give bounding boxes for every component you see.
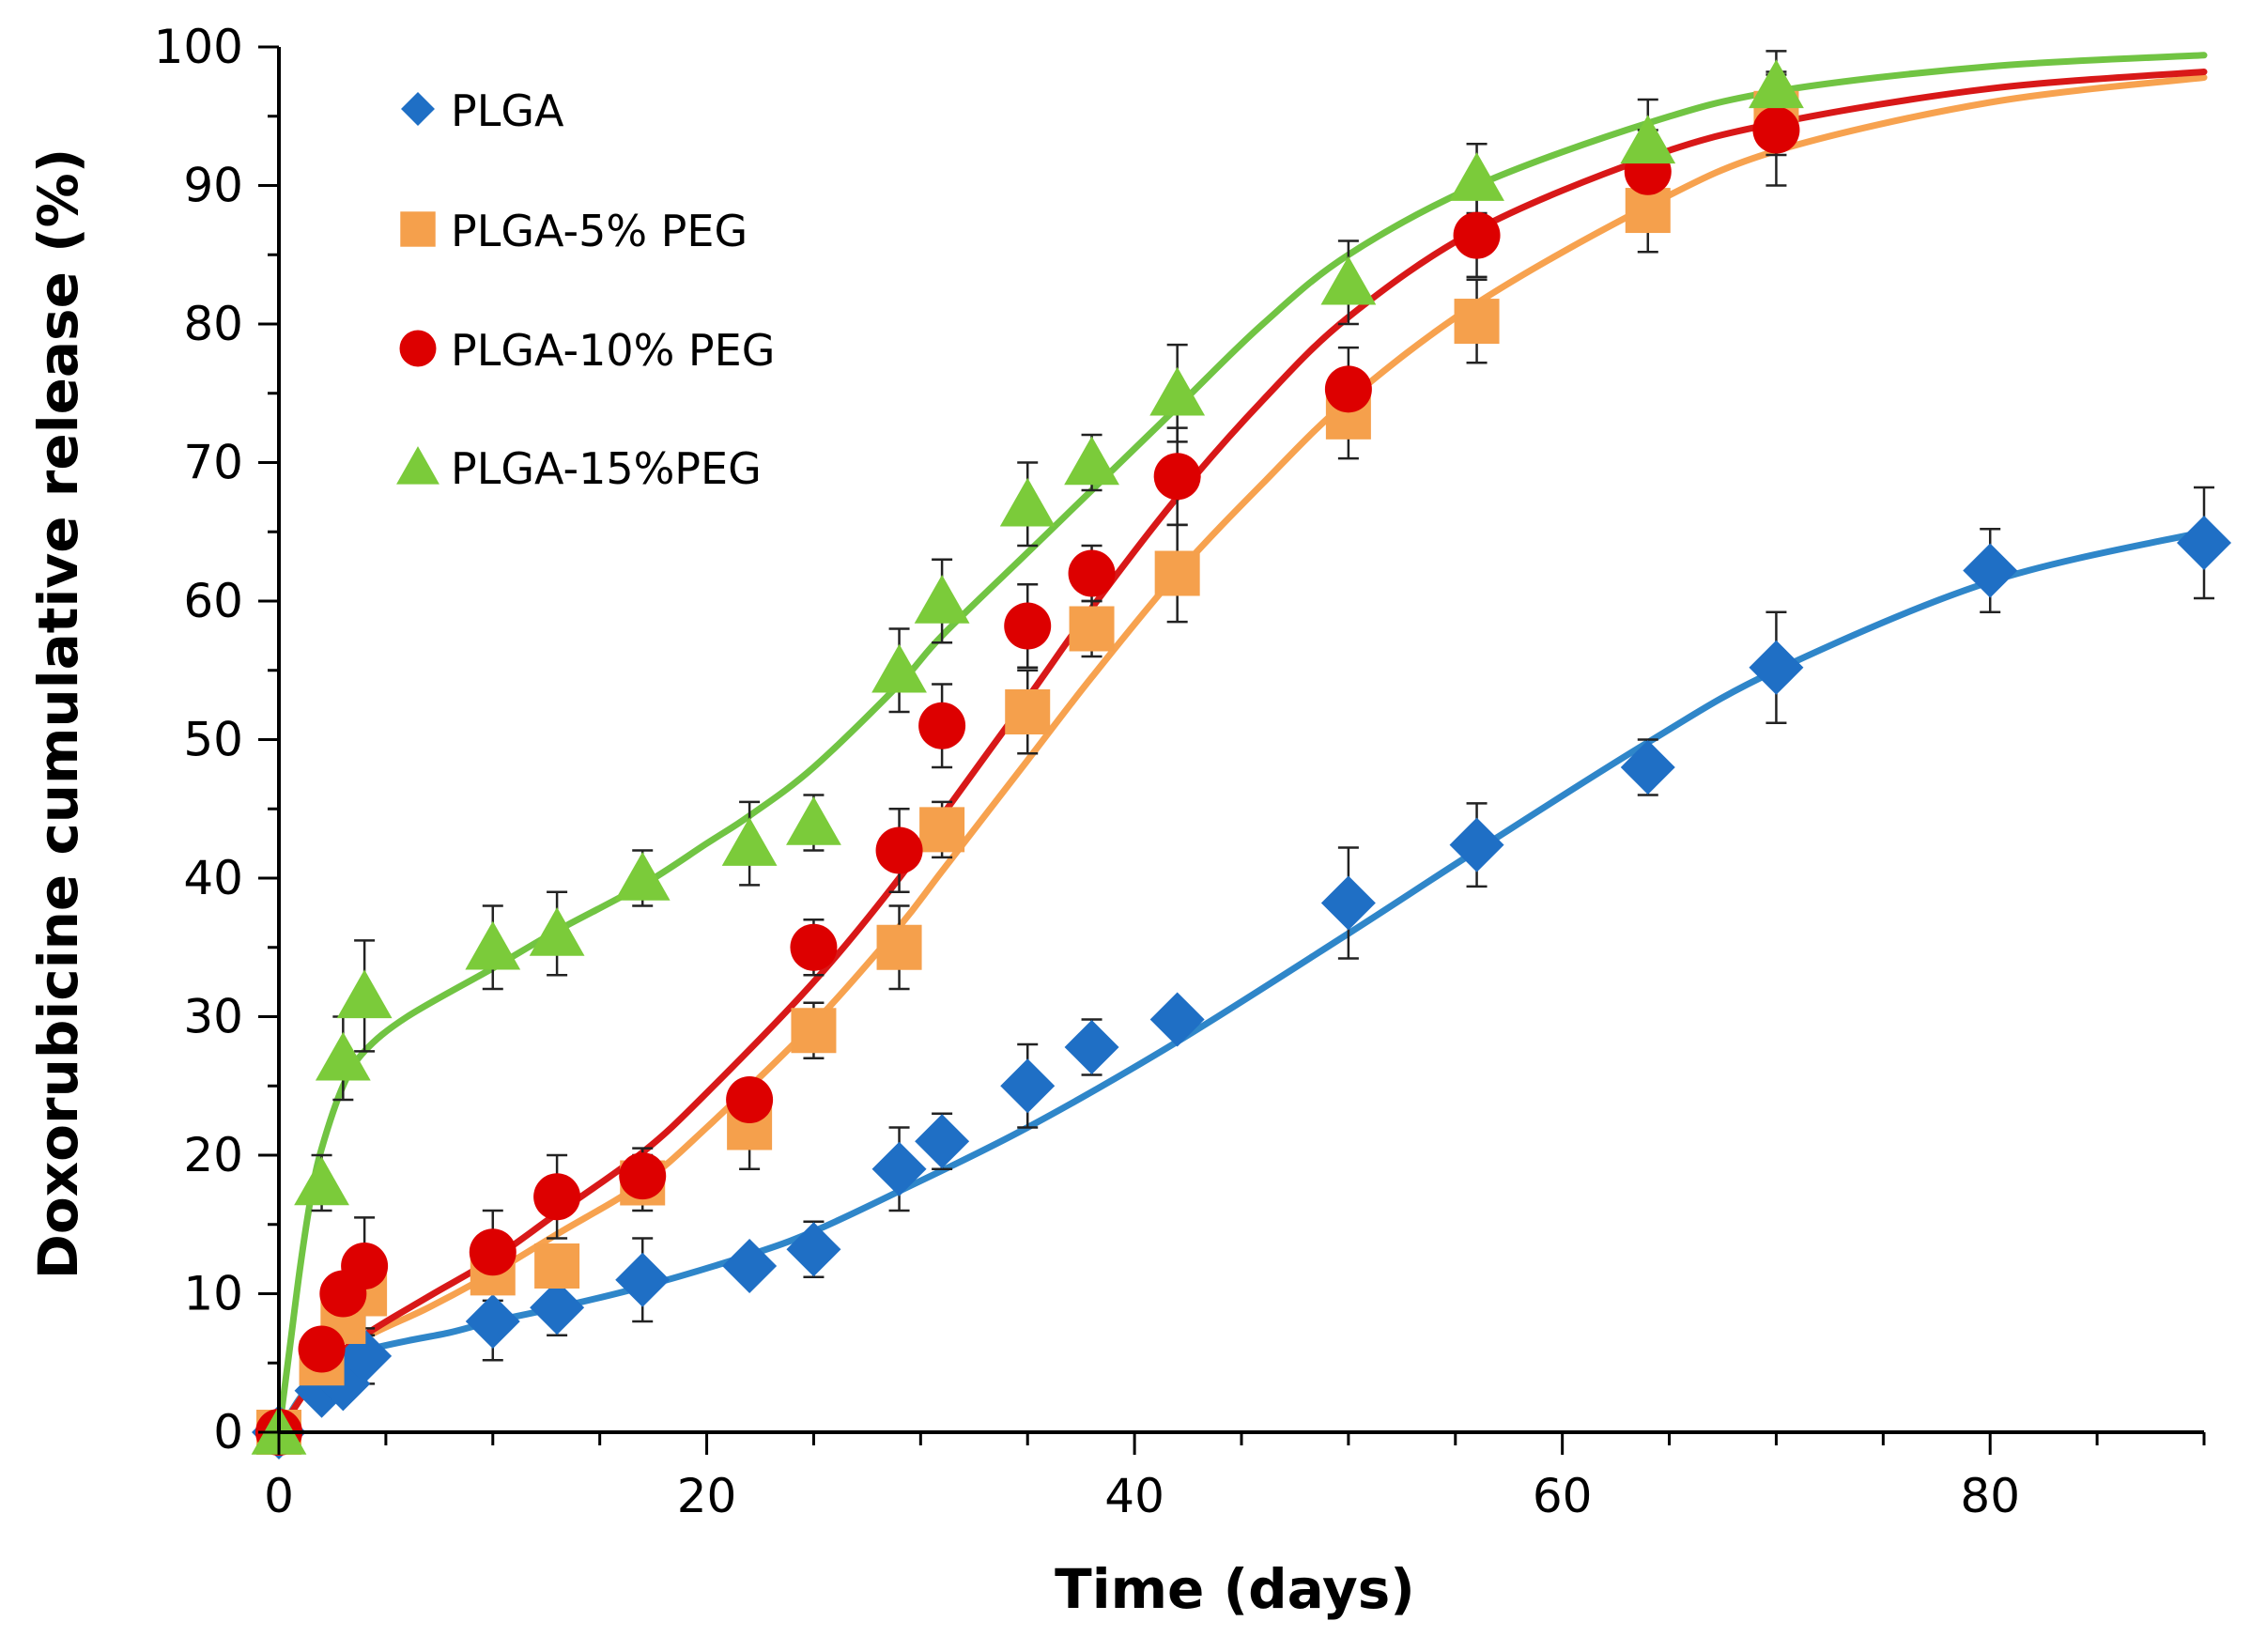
point-plga-10-peg [1068, 549, 1116, 597]
point-plga-15-peg [1749, 59, 1804, 109]
point-plga-10-peg [533, 1173, 581, 1221]
x-tick-label: 60 [1533, 1469, 1593, 1523]
point-plga [1000, 1058, 1056, 1114]
y-tick-label: 100 [154, 20, 243, 74]
point-plga [1320, 875, 1376, 931]
point-plga-10-peg [469, 1228, 516, 1276]
legend-label-plga: PLGA [451, 85, 564, 136]
point-plga-15-peg [1320, 255, 1377, 305]
point-plga-5-peg [876, 924, 922, 970]
point-plga-5-peg [1005, 689, 1051, 734]
point-plga-15-peg [721, 817, 778, 866]
point-plga-15-peg [1064, 436, 1119, 486]
point-plga-10-peg [619, 1152, 667, 1200]
legend-marker-plga-15-peg [396, 446, 439, 485]
y-axis-title: Doxorubicine cumulative release (%) [26, 148, 90, 1279]
point-plga-10-peg [790, 923, 838, 971]
point-plga-10-peg [875, 826, 923, 874]
point-plga-15-peg [786, 796, 841, 845]
point-plga-15-peg [999, 477, 1056, 527]
y-tick-label: 40 [183, 851, 243, 905]
point-plga [465, 1294, 520, 1349]
point-plga [615, 1252, 671, 1307]
data-points [251, 59, 2231, 1459]
point-plga-10-peg [1324, 365, 1372, 413]
point-plga [915, 1114, 970, 1169]
y-tick-label: 90 [183, 159, 243, 213]
point-plga-5-peg [1154, 550, 1200, 596]
y-tick-label: 0 [213, 1405, 243, 1459]
point-plga-10-peg [1004, 602, 1052, 650]
x-tick-label: 0 [264, 1469, 294, 1523]
point-plga-15-peg [1149, 366, 1206, 416]
point-plga [871, 1141, 927, 1197]
point-plga-15-peg [1449, 152, 1504, 201]
point-plga-10-peg [298, 1325, 346, 1373]
x-axis-title: Time (days) [1055, 1557, 1415, 1621]
y-tick-label: 70 [183, 436, 243, 490]
point-plga [1149, 992, 1205, 1047]
point-plga-5-peg [919, 807, 965, 853]
point-plga [1064, 1019, 1119, 1074]
point-plga-10-peg [1153, 453, 1201, 501]
point-plga-10-peg [1453, 211, 1501, 259]
point-plga-15-peg [529, 907, 585, 956]
point-plga-15-peg [871, 643, 927, 693]
point-plga-5-peg [1625, 188, 1671, 234]
legend-label-plga-10-peg: PLGA-10% PEG [451, 325, 775, 376]
point-plga-5-peg [534, 1243, 580, 1289]
y-tick-label: 30 [183, 990, 243, 1044]
point-plga [786, 1222, 841, 1277]
x-tick-label: 40 [1104, 1469, 1164, 1523]
legend-label-plga-5-peg: PLGA-5% PEG [451, 206, 748, 256]
point-plga-10-peg [1752, 106, 1800, 154]
legend: PLGA PLGA-5% PEG PLGA-10% PEG PLGA-15%PEG [396, 85, 775, 494]
point-plga-15-peg [614, 852, 671, 901]
point-plga-15-peg [914, 575, 970, 624]
x-tick-label: 80 [1960, 1469, 2020, 1523]
x-tick-label: 20 [677, 1469, 737, 1523]
y-tick-label: 80 [183, 297, 243, 351]
point-plga [1749, 640, 1804, 695]
point-plga-15-peg [1620, 115, 1676, 164]
point-plga [1449, 817, 1504, 872]
point-plga [1620, 740, 1675, 795]
point-plga-15-peg [315, 1031, 371, 1081]
legend-marker-plga-5-peg [400, 211, 436, 247]
point-plga [2177, 516, 2231, 571]
point-plga-10-peg [341, 1243, 389, 1289]
point-plga-15-peg [336, 969, 393, 1019]
legend-label-plga-15-peg: PLGA-15%PEG [451, 443, 762, 494]
point-plga [1963, 543, 2018, 598]
point-plga-10-peg [726, 1076, 774, 1123]
point-plga-5-peg [1454, 299, 1500, 345]
point-plga-10-peg [918, 702, 966, 749]
axes: 0 10 20 30 40 50 60 70 80 90 100 0 20 40 60 80 [154, 20, 2206, 1523]
legend-marker-plga [401, 92, 435, 126]
point-plga [722, 1239, 778, 1293]
point-plga-15-peg [294, 1156, 349, 1206]
point-plga [530, 1280, 585, 1335]
point-plga-5-peg [1069, 606, 1115, 652]
fit-curve-plga-5-peg [275, 74, 2208, 1436]
point-plga-15-peg [465, 920, 521, 970]
y-tick-label: 20 [183, 1128, 243, 1182]
point-plga-5-peg [791, 1008, 837, 1054]
legend-marker-plga-10-peg [399, 330, 437, 367]
y-tick-label: 10 [183, 1267, 243, 1321]
y-tick-label: 60 [183, 574, 243, 628]
fit-curves [275, 52, 2208, 1436]
y-tick-label: 50 [183, 713, 243, 767]
